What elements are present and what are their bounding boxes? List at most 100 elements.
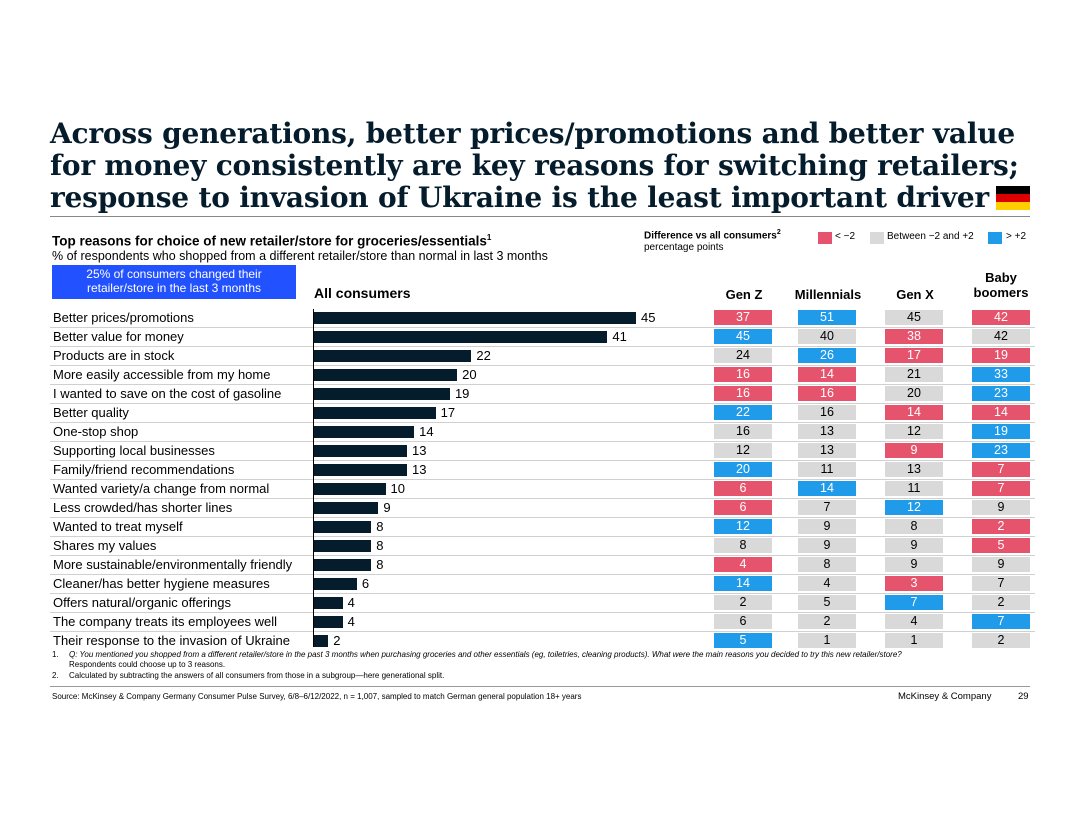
row-divider [50,479,1035,480]
row-divider [50,403,1035,404]
bar-value-label: 22 [476,348,491,363]
cell-baby-boomers: 42 [972,310,1030,325]
row-label: Shares my values [53,538,157,553]
cell-gen-z: 8 [714,538,772,553]
footnote-1-cont: Respondents could choose up to 3 reasons… [69,660,226,669]
cell-gen-x: 4 [885,614,943,629]
cell-gen-z: 45 [714,329,772,344]
bar [314,388,450,400]
row-label: Products are in stock [53,348,175,363]
bar-value-label: 13 [412,462,427,477]
cell-baby-boomers: 7 [972,614,1030,629]
bar-value-label: 17 [440,405,456,420]
row-divider [50,422,1035,423]
page-number: 29 [1018,691,1029,702]
cell-gen-z: 12 [714,443,772,458]
cell-baby-boomers: 23 [972,443,1030,458]
cell-gen-z: 20 [714,462,772,477]
column-header-gen-x: Gen X [896,287,934,302]
cell-gen-x: 38 [885,329,943,344]
cell-gen-z: 16 [714,367,772,382]
brand-name: McKinsey & Company [898,691,992,702]
legend-label-blue: > +2 [1006,231,1027,242]
bar-value-label: 8 [376,519,384,534]
bar-value-label: 2 [333,633,341,648]
row-label: Supporting local businesses [53,443,215,458]
legend-label-red: < −2 [835,231,856,242]
bar [314,483,386,495]
bar [314,445,408,457]
cell-gen-z: 16 [714,386,772,401]
bar-value-label: 6 [361,576,370,591]
cell-baby-boomers: 19 [972,424,1030,439]
cell-gen-x: 9 [885,443,943,458]
row-label: More sustainable/environmentally friendl… [53,557,293,572]
row-divider [50,555,1035,556]
bar [314,521,372,533]
cell-gen-z: 14 [714,576,772,591]
row-label: Offers natural/organic offerings [53,595,232,610]
row-label: Wanted to treat myself [53,519,183,534]
cell-gen-x: 13 [885,462,943,477]
cell-millennials: 7 [798,500,856,515]
bar [314,597,343,609]
bar [314,616,343,628]
cell-gen-z: 22 [714,405,772,420]
cell-millennials: 4 [798,576,856,591]
cell-gen-x: 20 [885,386,943,401]
cell-baby-boomers: 42 [972,329,1030,344]
cell-baby-boomers: 9 [972,500,1030,515]
cell-gen-x: 12 [885,424,943,439]
cell-gen-x: 9 [885,538,943,553]
row-divider [50,365,1035,366]
row-label: Better prices/promotions [53,310,194,325]
cell-gen-z: 4 [714,557,772,572]
legend-swatch-red [818,232,832,244]
chart-title: Top reasons for choice of new retailer/s… [52,233,492,249]
legend-title: Difference vs all consumers2 [644,229,781,242]
bar [314,559,372,571]
cell-gen-x: 17 [885,348,943,363]
cell-millennials: 40 [798,329,856,344]
cell-gen-z: 24 [714,348,772,363]
footnote-2-num: 2. [52,671,59,680]
bar-value-label: 41 [612,329,627,344]
bar [314,331,608,343]
cell-baby-boomers: 33 [972,367,1030,382]
cell-baby-boomers: 5 [972,538,1030,553]
bar [314,635,329,647]
bar-value-label: 4 [347,614,355,629]
cell-gen-x: 11 [885,481,943,496]
callout-box: 25% of consumers changed their retailer/… [52,265,296,299]
cell-gen-x: 12 [885,500,943,515]
bar-value-label: 19 [454,386,470,401]
footnote-1-num: 1. [52,650,59,659]
row-divider [50,384,1035,385]
bar [314,540,372,552]
cell-baby-boomers: 19 [972,348,1030,363]
chart-subtitle: % of respondents who shopped from a diff… [52,249,548,263]
germany-flag-icon [996,186,1030,210]
row-divider [50,612,1035,613]
bar-value-label: 8 [376,538,384,553]
bar-value-label: 13 [412,443,427,458]
cell-baby-boomers: 14 [972,405,1030,420]
bar [314,464,408,476]
cell-millennials: 9 [798,519,856,534]
cell-millennials: 16 [798,386,856,401]
bar-value-label: 20 [462,367,477,382]
row-divider [50,498,1035,499]
cell-millennials: 2 [798,614,856,629]
cell-millennials: 26 [798,348,856,363]
cell-millennials: 9 [798,538,856,553]
cell-gen-z: 2 [714,595,772,610]
row-divider [50,593,1035,594]
row-divider [50,327,1035,328]
row-label: I wanted to save on the cost of gasoline [53,386,282,401]
cell-millennials: 14 [798,481,856,496]
cell-millennials: 8 [798,557,856,572]
cell-gen-z: 6 [714,481,772,496]
title-divider [50,216,1030,217]
cell-millennials: 13 [798,443,856,458]
bar-value-label: 8 [376,557,384,572]
